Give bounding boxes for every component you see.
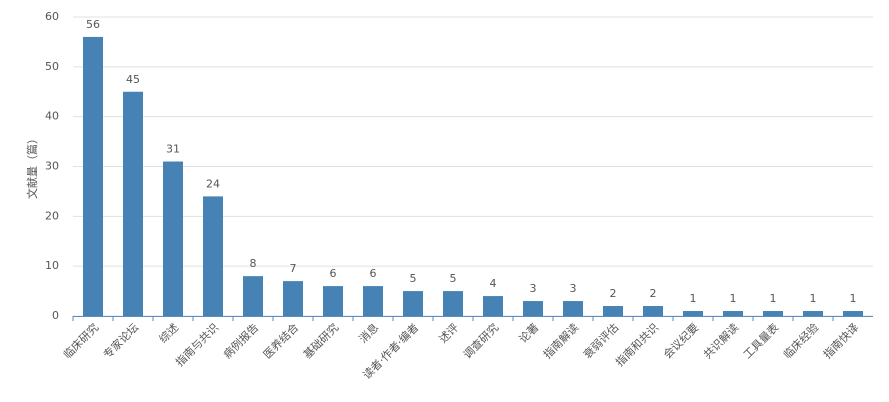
value-label: 1 xyxy=(810,292,817,305)
x-tick-label: 临床经验 xyxy=(780,320,821,361)
y-tick-label: 20 xyxy=(45,209,59,222)
y-tick-label: 0 xyxy=(52,309,59,322)
value-label: 4 xyxy=(490,277,497,290)
value-label: 2 xyxy=(650,287,657,300)
value-label: 6 xyxy=(370,267,377,280)
value-label: 7 xyxy=(290,262,297,275)
value-label: 5 xyxy=(410,272,417,285)
x-tick-label: 工具量表 xyxy=(740,320,781,361)
y-tick-label: 40 xyxy=(45,110,59,123)
x-tick-label: 述评 xyxy=(436,321,461,346)
bar xyxy=(203,196,223,316)
bar xyxy=(483,296,503,316)
value-label: 1 xyxy=(730,292,737,305)
value-label: 8 xyxy=(250,257,257,270)
y-tick-label: 60 xyxy=(45,10,59,23)
bar xyxy=(563,301,583,316)
x-tick-label: 衰弱评估 xyxy=(580,320,621,361)
bar xyxy=(323,286,343,316)
x-tick-label: 临床研究 xyxy=(60,320,101,361)
x-tick-label: 综述 xyxy=(156,320,181,345)
x-tick-label: 论著 xyxy=(516,320,541,345)
y-tick-label: 50 xyxy=(45,60,59,73)
value-label: 1 xyxy=(690,292,697,305)
x-tick-label: 指南快译 xyxy=(820,320,861,361)
y-axis-label: 文献量（篇） xyxy=(25,133,39,199)
bar xyxy=(803,311,823,316)
bar xyxy=(363,286,383,316)
bar xyxy=(163,161,183,316)
bar xyxy=(243,276,263,316)
bar xyxy=(723,311,743,316)
x-tick-label: 消息 xyxy=(356,320,381,345)
x-tick-label: 病例报告 xyxy=(220,320,261,361)
bar xyxy=(603,306,623,316)
x-tick-label: 调查研究 xyxy=(460,320,501,361)
x-tick-label: 指南和共识 xyxy=(612,320,661,369)
bar xyxy=(83,36,103,316)
bar xyxy=(763,311,783,316)
bar xyxy=(123,91,143,316)
value-label: 6 xyxy=(330,267,337,280)
value-label: 31 xyxy=(166,143,180,156)
bar xyxy=(523,301,543,316)
value-label: 5 xyxy=(450,272,457,285)
value-label: 3 xyxy=(570,282,577,295)
value-label: 24 xyxy=(206,177,220,190)
y-tick-label: 30 xyxy=(45,160,59,173)
x-tick-label: 指南与共识 xyxy=(172,320,221,369)
bar xyxy=(403,291,423,316)
x-tick-label: 会议纪要 xyxy=(661,321,701,361)
value-label: 3 xyxy=(530,282,537,295)
value-label: 1 xyxy=(850,292,857,305)
x-tick-label: 基础研究 xyxy=(300,320,341,361)
bar xyxy=(643,306,663,316)
x-tick-label: 医养结合 xyxy=(260,320,301,361)
bar xyxy=(683,311,703,316)
bar xyxy=(443,291,463,316)
x-tick-label: 指南解读 xyxy=(540,320,581,361)
x-tick-label: 专家论坛 xyxy=(100,320,141,361)
bar xyxy=(283,281,303,316)
value-label: 1 xyxy=(770,292,777,305)
y-tick-label: 10 xyxy=(45,259,59,272)
value-label: 2 xyxy=(610,287,617,300)
x-tick-label: 共识解读 xyxy=(700,320,741,361)
value-label: 45 xyxy=(126,73,140,86)
bar xyxy=(843,311,863,316)
value-label: 56 xyxy=(86,18,100,31)
